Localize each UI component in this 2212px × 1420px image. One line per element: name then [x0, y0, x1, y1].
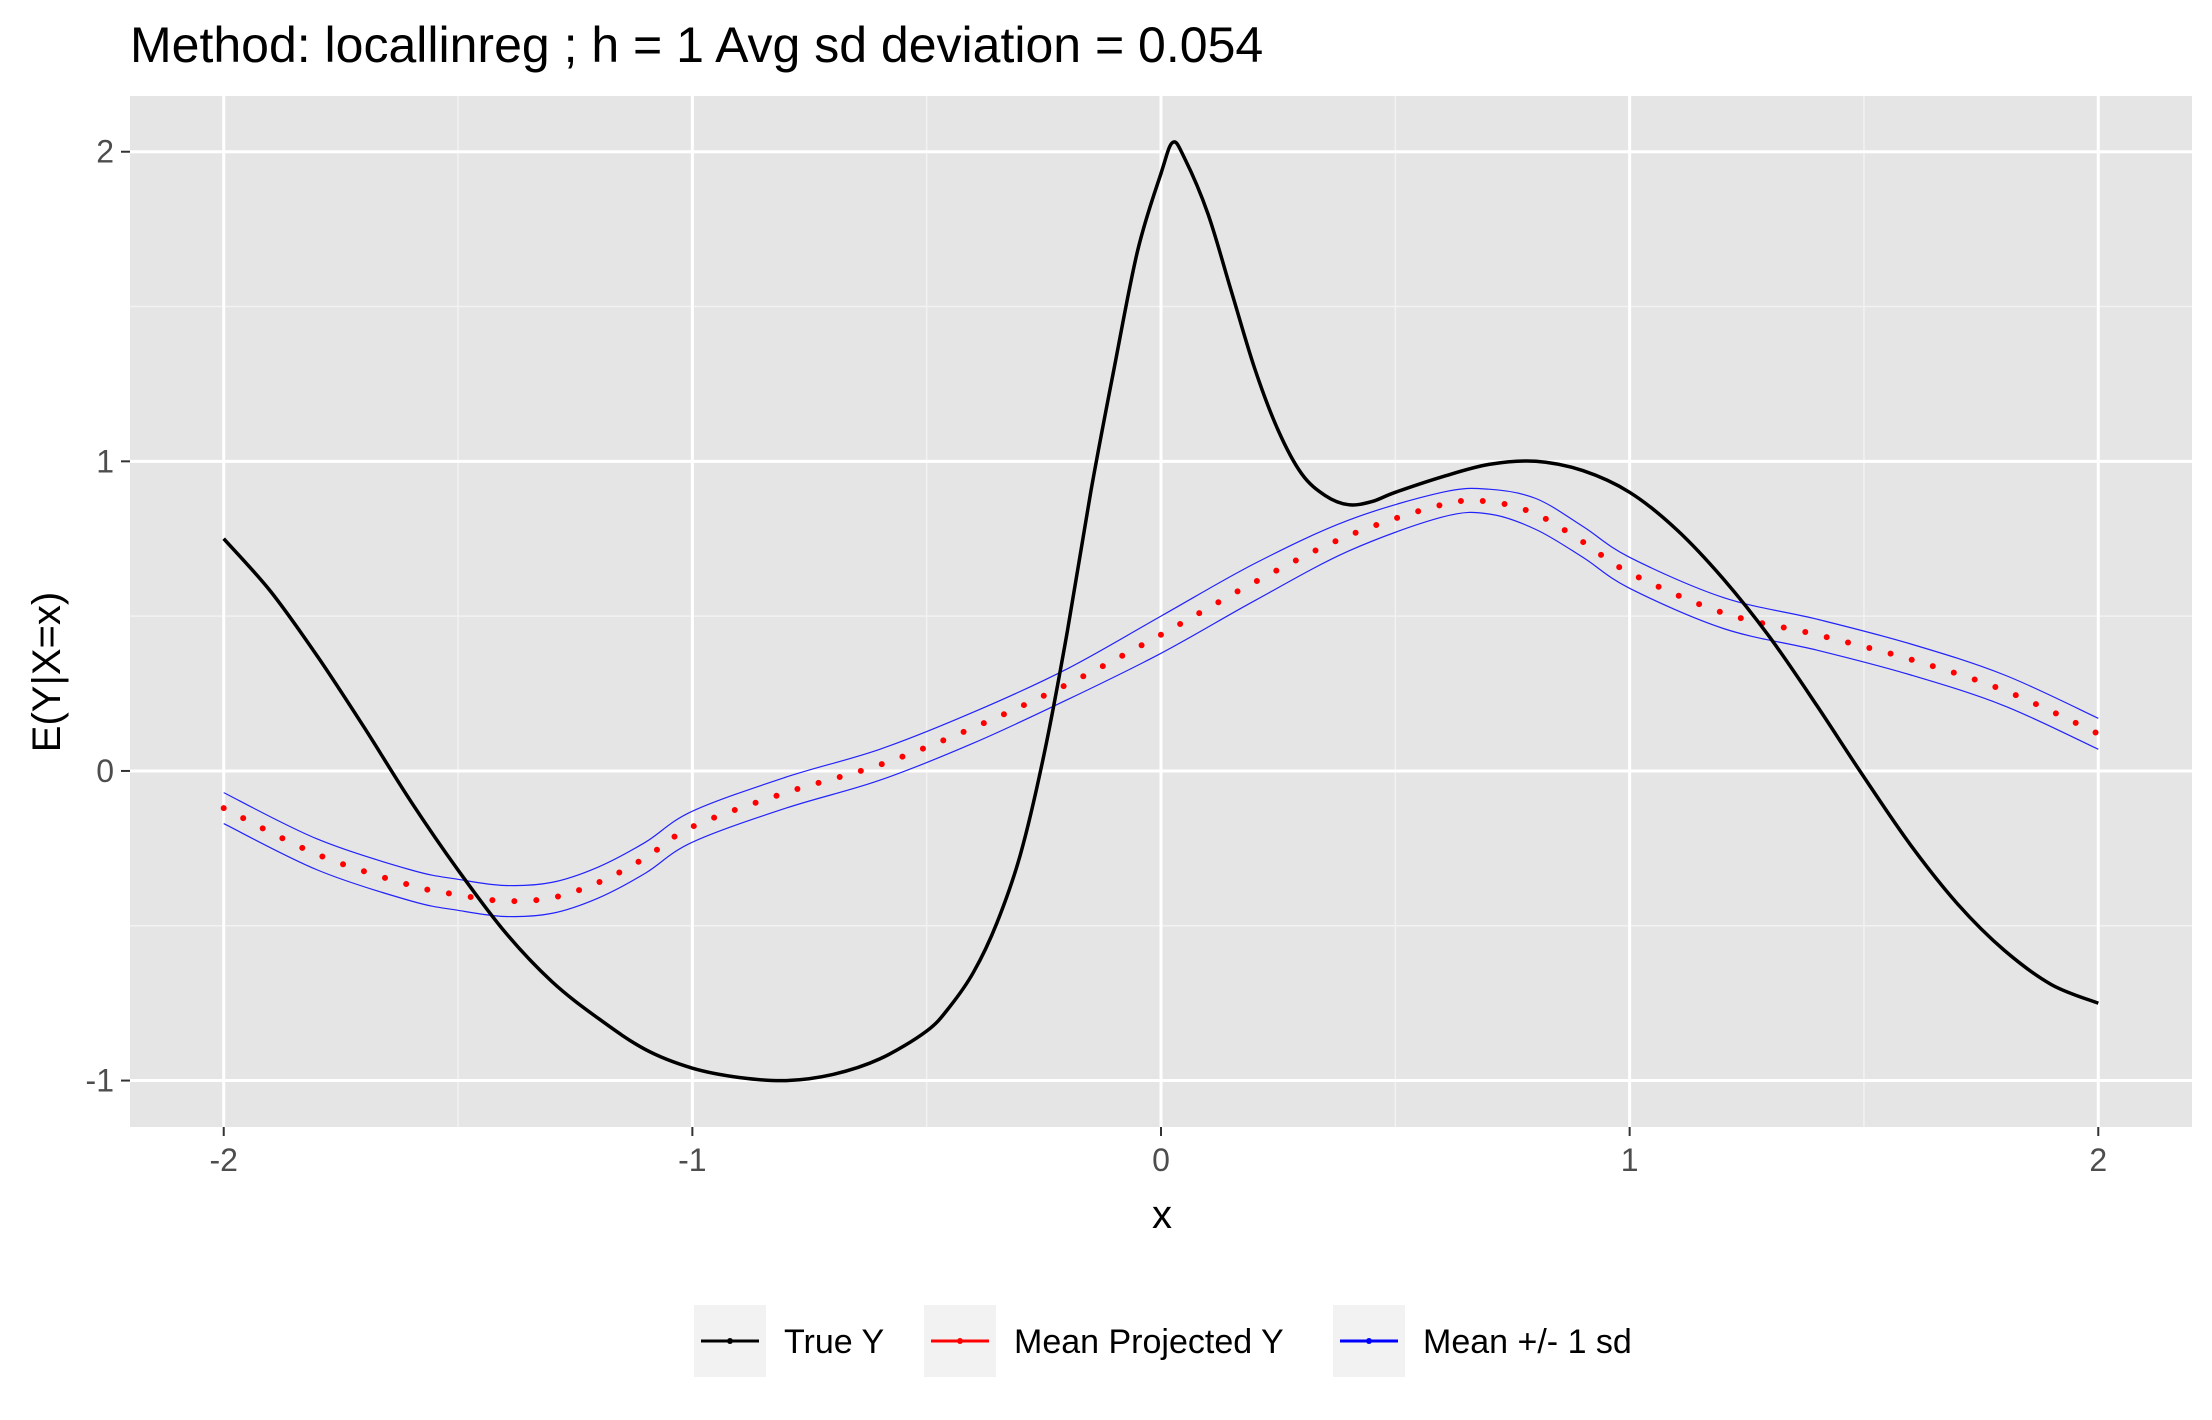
legend-label: True Y: [784, 1323, 884, 1361]
x-tick-label: 2: [2089, 1142, 2107, 1178]
legend-key-dot: [957, 1338, 963, 1344]
mean-projected-y-dots: [220, 497, 2102, 905]
series-layer: [220, 140, 2102, 1083]
y-tick-label: 0: [96, 753, 114, 789]
chart-title: Method: locallinreg ; h = 1 Avg sd devia…: [130, 17, 1263, 73]
x-tick-label: -1: [678, 1142, 706, 1178]
true-y-line: [222, 140, 2099, 1083]
y-tick-label: 1: [96, 443, 114, 479]
y-tick-label: -1: [86, 1063, 114, 1099]
y-axis-label: E(Y|X=x): [25, 592, 69, 752]
x-tick-label: -2: [210, 1142, 238, 1178]
x-axis-ticks: -2 -1 0 1 2: [210, 1127, 2107, 1178]
major-gridlines: [130, 96, 2192, 1127]
legend-key-dot: [727, 1338, 733, 1344]
legend-key-dot: [1366, 1338, 1372, 1344]
x-axis-label: x: [1152, 1193, 1172, 1237]
legend-label: Mean Projected Y: [1014, 1323, 1284, 1361]
y-tick-label: 2: [96, 134, 114, 170]
legend-label: Mean +/- 1 sd: [1423, 1323, 1632, 1361]
y-axis-ticks: -1 0 1 2: [86, 134, 130, 1099]
sd-upper-band-line: [223, 487, 2099, 887]
x-tick-label: 1: [1621, 1142, 1639, 1178]
sd-lower-band-line: [223, 511, 2099, 918]
legend: True Y Mean Projected Y Mean +/- 1 sd: [694, 1305, 1632, 1377]
x-tick-label: 0: [1152, 1142, 1170, 1178]
